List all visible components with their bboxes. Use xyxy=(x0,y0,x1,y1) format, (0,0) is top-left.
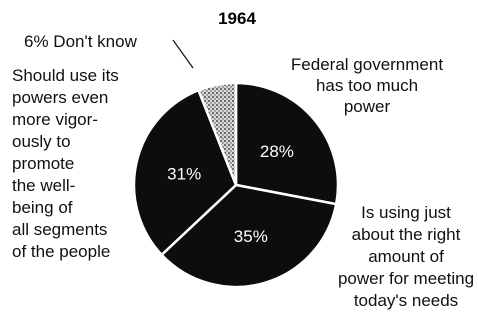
category-label-about-right: Is using just about the right amount of pow… xyxy=(338,203,474,310)
label-line: Should use its xyxy=(12,66,119,85)
slice-dont-know xyxy=(197,81,238,187)
label-line: power xyxy=(344,97,391,116)
slice-category-labels: Federal government has too much power Is us… xyxy=(12,32,474,310)
label-line: Is using just xyxy=(361,203,451,222)
label-line: amount of xyxy=(368,247,444,266)
value-label-more-vigorously: 31% xyxy=(167,164,201,183)
label-line: powers even xyxy=(12,88,108,107)
slice-federal-too-much xyxy=(234,81,340,206)
slice-value-labels: 28% 35% 31% xyxy=(167,142,294,246)
value-label-about-right: 35% xyxy=(234,227,268,246)
category-label-more-vigorously: Should use its powers even more vigor-ousl… xyxy=(12,66,119,261)
label-line: being of xyxy=(12,198,73,217)
slice-more-vigorously xyxy=(132,88,238,257)
label-line: has too much xyxy=(316,76,418,95)
value-label-federal-too-much: 28% xyxy=(260,142,294,161)
pie-slices xyxy=(132,81,340,289)
label-line: more vigor- xyxy=(12,110,98,129)
chart-title: 1964 xyxy=(218,9,256,28)
label-line: 6% Don't know xyxy=(24,32,138,51)
category-label-dont-know: 6% Don't know xyxy=(24,32,138,51)
label-line: about the right xyxy=(352,225,461,244)
label-line: the well- xyxy=(12,176,75,195)
slice-about-right xyxy=(160,183,338,289)
label-line: today's needs xyxy=(354,291,458,310)
label-line: all segments xyxy=(12,220,107,239)
dont-know-leader-line xyxy=(172,39,194,69)
category-label-federal-too-much: Federal government has too much power xyxy=(291,55,443,116)
label-line: ously to xyxy=(12,132,71,151)
label-line: Federal government xyxy=(291,55,443,74)
label-line: promote xyxy=(12,154,74,173)
label-line: of the people xyxy=(12,242,110,261)
label-line: power for meeting xyxy=(338,269,474,288)
